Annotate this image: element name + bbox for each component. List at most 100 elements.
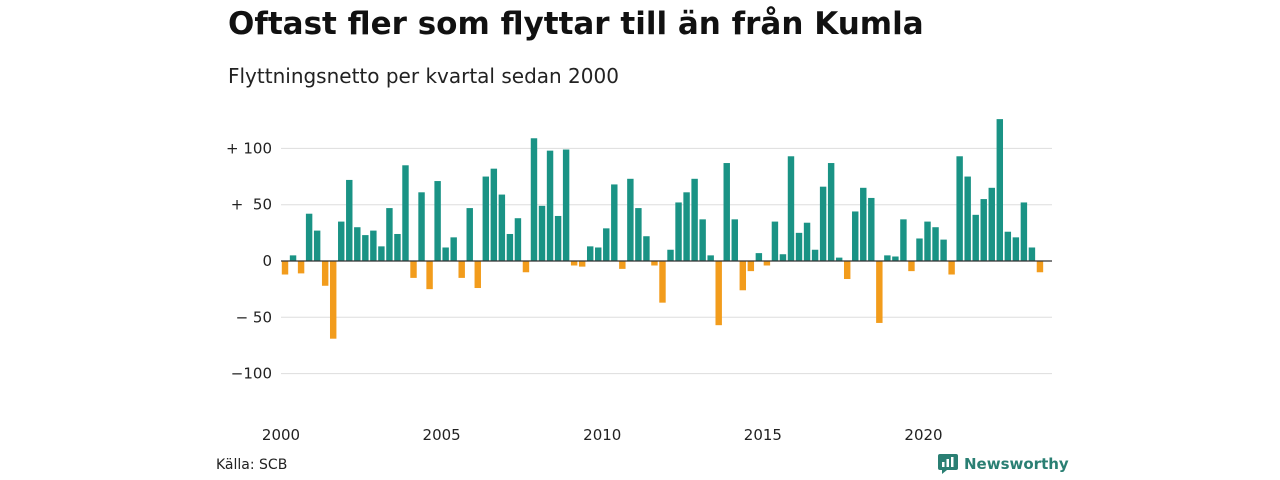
bar-2012-Q2 (675, 202, 682, 261)
bar-2000-Q3 (297, 261, 305, 274)
bar-2019-Q3 (908, 261, 915, 272)
bar-2006-Q4 (498, 194, 506, 261)
bar-2001-Q1 (313, 230, 321, 261)
bar-2000-Q2 (289, 255, 297, 261)
bar-2020-Q2 (932, 227, 939, 261)
y-tick-label: + 100 (226, 139, 272, 157)
bar-2001-Q3 (329, 261, 337, 339)
bar-2021-Q2 (964, 176, 971, 261)
bar-2023-Q3 (1036, 261, 1044, 273)
bar-2012-Q1 (667, 249, 674, 261)
bar-2004-Q4 (434, 181, 441, 261)
bar-2004-Q1 (410, 261, 417, 278)
bar-2005-Q2 (450, 237, 457, 261)
bar-2006-Q1 (474, 261, 481, 289)
bar-2014-Q3 (747, 261, 755, 272)
bar-2008-Q4 (562, 149, 570, 261)
bar-2015-Q3 (779, 254, 787, 261)
x-tick-label: 2020 (904, 426, 942, 444)
bar-2009-Q1 (570, 261, 578, 266)
bars (281, 119, 1044, 339)
bar-2017-Q1 (827, 163, 835, 261)
bar-2021-Q4 (980, 199, 987, 261)
bar-2013-Q2 (707, 255, 714, 261)
brand-name: Newsworthy (964, 455, 1069, 473)
bar-2021-Q3 (972, 214, 979, 261)
source-note: Källa: SCB (216, 457, 288, 473)
bar-2010-Q1 (603, 228, 610, 261)
bar-2002-Q4 (370, 230, 377, 261)
bar-2020-Q3 (940, 239, 947, 261)
x-axis-labels: 2000 2005 2010 2015 2020 (262, 426, 943, 444)
x-tick-label: 2005 (423, 426, 461, 444)
bar-2017-Q2 (835, 257, 843, 261)
bar-2018-Q3 (876, 261, 883, 323)
bar-2010-Q2 (611, 184, 618, 261)
bar-2013-Q4 (723, 163, 730, 261)
bar-2001-Q2 (321, 261, 329, 286)
bar-2008-Q3 (554, 215, 562, 261)
bar-2009-Q2 (578, 261, 586, 267)
y-tick-label: −100 (231, 365, 272, 383)
bar-2005-Q1 (442, 247, 449, 261)
bar-2022-Q2 (996, 119, 1004, 262)
bar-2016-Q1 (795, 232, 803, 261)
bar-2006-Q2 (482, 176, 490, 261)
bar-2002-Q2 (354, 227, 361, 261)
bar-2000-Q4 (305, 213, 313, 261)
bar-2007-Q1 (506, 233, 514, 261)
bar-2008-Q2 (546, 150, 554, 261)
bar-2010-Q4 (627, 178, 634, 261)
bar-2012-Q4 (691, 178, 698, 261)
bar-2023-Q2 (1028, 247, 1036, 261)
bar-2023-Q1 (1020, 202, 1028, 261)
bar-2022-Q4 (1012, 237, 1020, 261)
bar-2002-Q1 (346, 179, 353, 261)
bar-2011-Q3 (651, 261, 658, 266)
chart-subtitle: Flyttningsnetto per kvartal sedan 2000 (228, 64, 619, 88)
y-tick-label: + 50 (231, 196, 272, 214)
grid-lines (281, 147, 1052, 375)
bar-2003-Q4 (402, 165, 409, 261)
x-tick-label: 2015 (744, 426, 782, 444)
brand-logo: Newsworthy (938, 454, 1069, 474)
bar-2014-Q1 (731, 219, 738, 261)
bar-2003-Q1 (378, 246, 385, 261)
bar-2003-Q3 (394, 233, 401, 261)
bar-2016-Q3 (811, 249, 819, 261)
newsworthy-logo-icon (938, 454, 958, 474)
bar-2015-Q2 (771, 221, 779, 261)
bar-2018-Q4 (884, 255, 891, 261)
bar-2008-Q1 (538, 205, 546, 261)
bar-2021-Q1 (956, 156, 963, 261)
bar-2007-Q3 (522, 261, 530, 273)
bar-2015-Q1 (763, 261, 771, 266)
y-tick-label: − 50 (236, 308, 272, 326)
bar-2004-Q3 (426, 261, 433, 290)
bar-2004-Q2 (418, 192, 425, 261)
bar-2013-Q3 (715, 261, 722, 326)
bar-2019-Q1 (892, 256, 899, 261)
bar-2003-Q2 (386, 208, 393, 261)
bar-2006-Q3 (490, 168, 498, 261)
bar-2009-Q4 (595, 247, 602, 261)
bar-2018-Q2 (868, 197, 875, 261)
bar-2014-Q4 (755, 253, 763, 261)
bar-2016-Q2 (803, 222, 811, 261)
bar-2022-Q1 (988, 187, 995, 261)
x-tick-label: 2000 (262, 426, 300, 444)
bar-2015-Q4 (787, 156, 795, 261)
y-axis-labels: + 100 + 50 0 − 50 −100 (226, 139, 272, 382)
bar-2010-Q3 (619, 261, 626, 269)
bar-2009-Q3 (586, 246, 594, 261)
bar-2022-Q3 (1004, 231, 1012, 261)
y-tick-label: 0 (262, 252, 272, 270)
bar-2011-Q2 (643, 236, 650, 261)
bar-2007-Q2 (514, 218, 522, 261)
bar-2001-Q4 (338, 221, 345, 261)
bar-2014-Q2 (739, 261, 747, 291)
bar-2019-Q2 (900, 219, 907, 261)
x-tick-label: 2010 (583, 426, 621, 444)
bar-2013-Q1 (699, 219, 706, 261)
